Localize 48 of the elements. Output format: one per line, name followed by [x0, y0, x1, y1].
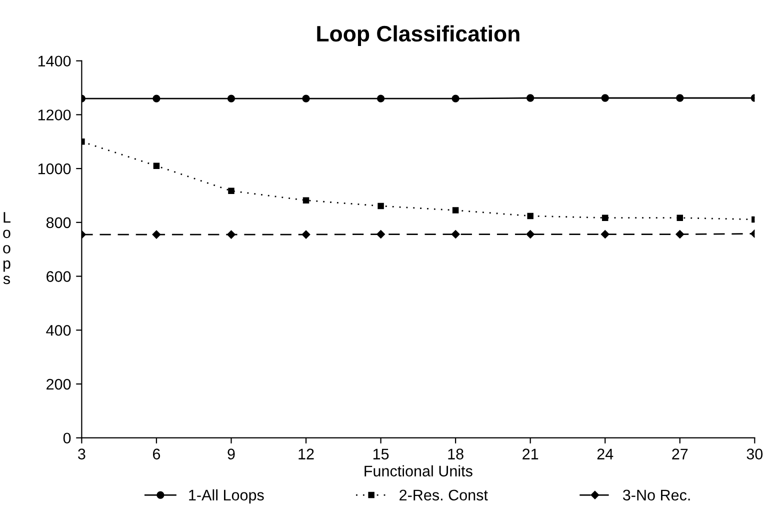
y-tick-label: 400 [46, 324, 71, 336]
point [676, 214, 684, 221]
point [676, 94, 684, 102]
point [376, 230, 385, 238]
y-tick-label: 1200 [38, 110, 71, 120]
y-tick-label: 1400 [38, 56, 71, 67]
point [153, 162, 160, 169]
y-tick-label: 600 [46, 271, 71, 282]
legend-label: 2-Res. Const [400, 490, 488, 501]
point [452, 94, 460, 102]
x-tick-label: 15 [373, 448, 389, 460]
legend-label: 1-All Loops [189, 489, 264, 504]
point [227, 94, 236, 102]
x-tick-label: 9 [228, 448, 235, 460]
x-axis-title: Functional Units [364, 465, 472, 476]
point [378, 202, 384, 210]
point [526, 230, 534, 238]
point [452, 207, 459, 214]
point [526, 94, 534, 102]
point [600, 230, 610, 238]
point [601, 94, 609, 102]
point [152, 230, 161, 239]
point [451, 230, 460, 238]
x-tick-label: 12 [298, 448, 314, 460]
point [227, 230, 236, 239]
y-tick-label: 0 [63, 432, 71, 444]
x-tick-label: 24 [597, 448, 614, 460]
x-tick-label: 30 [746, 448, 763, 460]
point [152, 94, 160, 102]
y-axis-title: Loops [3, 212, 10, 284]
y-tick-label: 200 [46, 378, 71, 390]
point [302, 230, 310, 239]
x-tick-label: 6 [152, 448, 160, 460]
point [228, 188, 234, 194]
y-tick-label: 1000 [38, 163, 71, 174]
chart-title: Loop Classification [317, 25, 520, 46]
point [676, 230, 684, 238]
point [302, 197, 310, 204]
x-tick-label: 3 [78, 448, 86, 460]
y-tick-label: 800 [46, 217, 71, 228]
x-tick-label: 27 [672, 448, 688, 460]
x-tick-label: 18 [448, 448, 464, 460]
legend-label: 3-No Rec. [622, 490, 690, 501]
point [602, 214, 608, 221]
point [376, 94, 385, 102]
point [527, 212, 534, 220]
point [302, 94, 310, 102]
x-tick-label: 21 [522, 448, 538, 460]
